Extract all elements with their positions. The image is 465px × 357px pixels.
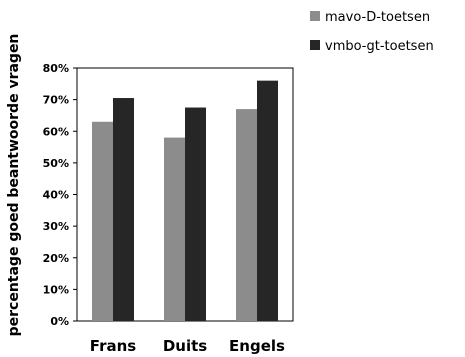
y-tick-label: 30%	[43, 220, 69, 233]
bar-frans-mavo	[92, 121, 113, 321]
legend-label-vmbo: vmbo-gt-toetsen	[325, 39, 434, 54]
x-tick-label: Engels	[229, 337, 285, 355]
x-tick-label: Frans	[90, 337, 136, 355]
y-tick-label: 60%	[43, 125, 69, 138]
y-tick-label: 50%	[43, 157, 69, 170]
y-axis-label: percentage goed beantwoorde vragen	[6, 34, 22, 337]
y-tick-label: 10%	[43, 283, 69, 296]
y-tick-label: 80%	[43, 62, 69, 75]
y-tick-label: 40%	[43, 189, 69, 202]
plot-area: 0% 10% 20% 30% 40% 50% 60% 70% 80% Frans Duits Enge…	[43, 62, 294, 355]
y-tick-label: 0%	[50, 315, 69, 328]
bar-frans-vmbo	[113, 98, 134, 321]
legend: mavo-D-toetsen vmbo-gt-toetsen	[310, 10, 434, 54]
bar-duits-vmbo	[185, 107, 206, 321]
y-tick-label: 20%	[43, 252, 69, 265]
bar-engels-mavo	[236, 109, 257, 321]
y-tick-label: 70%	[43, 94, 69, 107]
legend-label-mavo: mavo-D-toetsen	[325, 10, 430, 25]
x-tick-label: Duits	[163, 337, 207, 355]
bar-duits-mavo	[164, 137, 185, 321]
bar-engels-vmbo	[257, 80, 278, 322]
legend-swatch-mavo	[310, 11, 320, 21]
legend-swatch-vmbo	[310, 40, 320, 50]
